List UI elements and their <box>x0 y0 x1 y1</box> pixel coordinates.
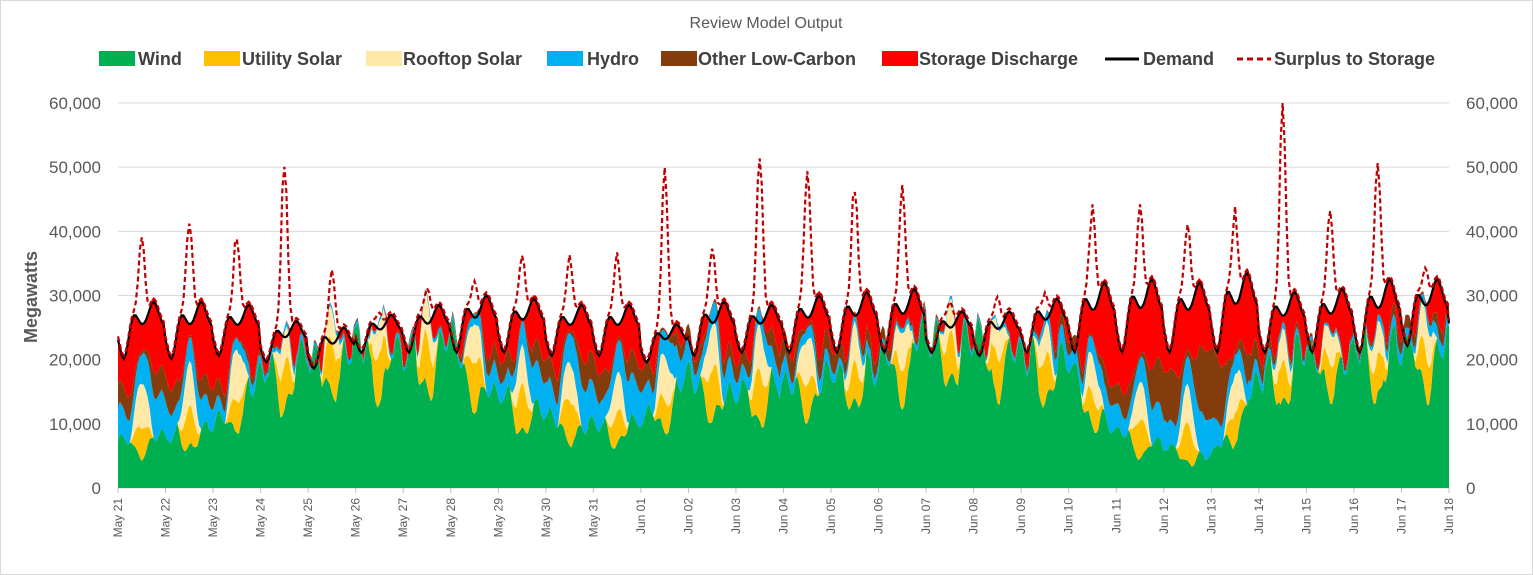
legend-label: Hydro <box>587 49 639 69</box>
x-tick-label: Jun 04 <box>777 498 791 534</box>
x-tick-label: Jun 17 <box>1394 498 1408 534</box>
y-tick-right: 30,000 <box>1466 287 1518 306</box>
y-axis-left: 0 10,000 20,000 30,000 40,000 50,000 60,000 <box>49 94 101 498</box>
legend-label: Demand <box>1143 49 1214 69</box>
legend-label: Wind <box>138 49 182 69</box>
x-tick-label: May 28 <box>444 498 458 538</box>
legend-swatch-rooftop-solar <box>366 51 402 66</box>
x-tick-label: Jun 14 <box>1252 498 1266 534</box>
x-tick-label: May 24 <box>254 498 268 538</box>
y-tick-left: 40,000 <box>49 222 101 241</box>
chart-title: Review Model Output <box>690 15 844 32</box>
area-wind <box>118 308 1449 488</box>
x-tick-label: Jun 13 <box>1204 498 1218 534</box>
x-tick-label: Jun 02 <box>681 498 695 534</box>
y-tick-left: 20,000 <box>49 351 101 370</box>
legend-swatch-other-low-carbon <box>661 51 697 66</box>
x-tick-label: Jun 03 <box>729 498 743 534</box>
series-lines <box>116 102 1451 371</box>
y-tick-right: 40,000 <box>1466 222 1518 241</box>
x-tick-label: May 27 <box>396 498 410 538</box>
x-tick-label: May 31 <box>586 498 600 538</box>
legend-label: Storage Discharge <box>919 49 1078 69</box>
x-tick-label: Jun 09 <box>1014 498 1028 534</box>
x-tick-label: Jun 05 <box>824 498 838 534</box>
x-tick-label: May 25 <box>301 498 315 538</box>
y-tick-left: 50,000 <box>49 158 101 177</box>
x-tick-label: Jun 11 <box>1109 498 1123 533</box>
y-tick-left: 60,000 <box>49 94 101 113</box>
x-tick-label: Jun 18 <box>1442 498 1456 534</box>
area-storage-discharge <box>118 268 1449 398</box>
y-axis-right: 0 10,000 20,000 30,000 40,000 50,000 60,000 <box>1466 94 1518 498</box>
legend-swatch-storage-discharge <box>882 51 918 66</box>
y-tick-right: 0 <box>1466 479 1475 498</box>
legend-swatch-hydro <box>547 51 583 66</box>
x-tick-label: Jun 15 <box>1299 498 1313 534</box>
x-tick-label: May 21 <box>111 498 125 538</box>
x-tick-label: May 30 <box>539 498 553 538</box>
x-tick-label: May 23 <box>206 498 220 538</box>
x-tick-label: Jun 07 <box>919 498 933 534</box>
area-hydro <box>118 289 1449 460</box>
y-tick-left: 0 <box>92 479 101 498</box>
y-tick-right: 50,000 <box>1466 158 1518 177</box>
x-tick-label: Jun 10 <box>1062 498 1076 534</box>
x-tick-label: May 29 <box>491 498 505 538</box>
y-tick-right: 10,000 <box>1466 415 1518 434</box>
legend-label: Other Low-Carbon <box>698 49 856 69</box>
x-tick-label: Jun 12 <box>1157 498 1171 534</box>
y-tick-right: 60,000 <box>1466 94 1518 113</box>
x-axis: May 21 May 22 May 23 May 24 May 25 May 26 May … <box>111 488 1456 537</box>
x-tick-label: May 22 <box>159 498 173 538</box>
legend-swatch-utility-solar <box>204 51 240 66</box>
stacked-areas <box>118 268 1449 488</box>
x-tick-label: Jun 08 <box>967 498 981 534</box>
legend-label: Rooftop Solar <box>403 49 522 69</box>
legend-label: Surplus to Storage <box>1274 49 1435 69</box>
y-tick-left: 30,000 <box>49 287 101 306</box>
legend-swatch-wind <box>99 51 135 66</box>
legend-label: Utility Solar <box>242 49 342 69</box>
x-tick-label: Jun 16 <box>1347 498 1361 534</box>
y-tick-right: 20,000 <box>1466 351 1518 370</box>
x-tick-label: May 26 <box>349 498 363 538</box>
legend: Wind Utility Solar Rooftop Solar Hydro Other… <box>99 49 1435 69</box>
line-surplus-to-storage <box>116 102 1451 368</box>
y-axis-label: Megawatts <box>21 251 41 343</box>
area-other-low-carbon <box>118 288 1449 428</box>
x-tick-label: Jun 06 <box>872 498 886 534</box>
x-tick-label: Jun 01 <box>634 498 648 534</box>
y-tick-left: 10,000 <box>49 415 101 434</box>
